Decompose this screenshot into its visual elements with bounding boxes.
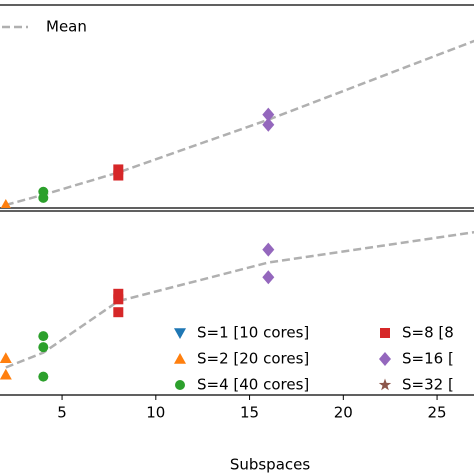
legend-label: S=4 [40 cores]: [197, 376, 309, 394]
legend-marker: [380, 328, 390, 338]
legend-label: S=16 [: [402, 350, 454, 368]
point: [262, 270, 275, 285]
mean-line: [5, 39, 474, 207]
point: [113, 294, 124, 305]
x-tick-label: 25: [428, 404, 447, 422]
legend-marker: [378, 378, 392, 391]
point: [262, 107, 275, 122]
point: [113, 170, 124, 181]
legend-marker: [379, 352, 391, 366]
point: [38, 192, 49, 203]
legend-marker: [174, 353, 186, 364]
point: [38, 331, 49, 342]
point: [0, 198, 11, 208]
point: [38, 342, 49, 353]
legend-marker: [174, 328, 186, 339]
point: [38, 371, 49, 382]
legend-label: S=1 [10 cores]: [197, 324, 309, 342]
legend-label: S=8 [8: [402, 324, 454, 342]
point: [262, 117, 275, 132]
legend-label: Mean: [46, 18, 87, 36]
plot-area: [0, 230, 474, 382]
x-tick-label: 15: [240, 404, 259, 422]
legend-label: S=2 [20 cores]: [197, 350, 309, 368]
point: [262, 242, 275, 257]
legend-label: S=32 [: [402, 376, 454, 394]
x-tick-label: 20: [334, 404, 353, 422]
plot-area: [0, 39, 474, 208]
point: [0, 368, 12, 380]
mean-line: [5, 230, 474, 369]
point: [0, 352, 12, 363]
x-axis-label: Subspaces: [230, 456, 311, 474]
x-tick-label: 5: [57, 404, 67, 422]
point: [113, 307, 124, 318]
x-tick-label: 10: [146, 404, 165, 422]
legend-marker: [175, 380, 185, 390]
